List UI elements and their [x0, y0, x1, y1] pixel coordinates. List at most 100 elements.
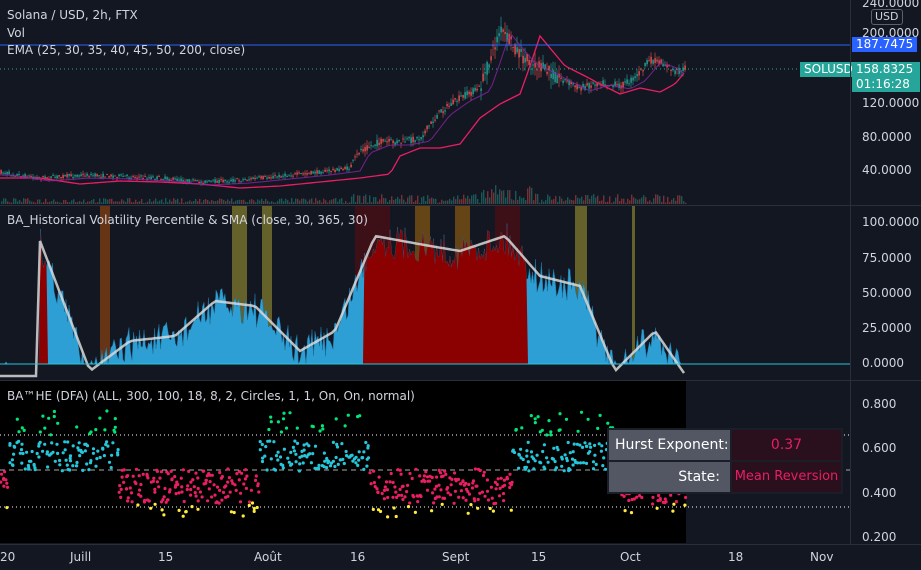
- hurst-dot: [22, 428, 26, 432]
- hvp-axis-label: 100.0000: [862, 215, 920, 229]
- hurst-dot: [334, 417, 338, 421]
- hurst-dot: [491, 509, 495, 513]
- hurst-dot: [533, 417, 537, 421]
- hurst-dot: [281, 463, 285, 467]
- hurst-dot: [442, 496, 447, 500]
- hurst-dot: [264, 445, 268, 449]
- hurst-dot: [497, 494, 502, 498]
- volume-bar: [43, 202, 45, 204]
- hurst-dot: [126, 474, 130, 478]
- hurst-dot: [651, 502, 655, 506]
- volume-bar: [17, 201, 19, 204]
- price-candle: [74, 175, 76, 177]
- volume-bar: [211, 200, 213, 204]
- hurst-dot: [368, 471, 372, 475]
- hurst-dot: [657, 493, 661, 498]
- volume-bar: [377, 201, 379, 204]
- volume-bar: [647, 201, 649, 204]
- volume-bar: [291, 198, 293, 204]
- volume-bar: [553, 199, 555, 204]
- volume-bar: [491, 189, 493, 204]
- volume-bar: [475, 194, 477, 204]
- volume-bar: [155, 198, 157, 204]
- hurst-dot: [21, 451, 25, 456]
- hurst-dot: [152, 476, 156, 480]
- hurst-dot: [467, 492, 472, 496]
- hurst-dot: [450, 477, 454, 481]
- price-pane[interactable]: [0, 0, 921, 205]
- hurst-dot: [258, 448, 262, 452]
- hurst-dot: [282, 411, 286, 415]
- hurst-dot: [508, 485, 512, 490]
- hurst-state-label: State:: [609, 462, 730, 492]
- pane-separator[interactable]: [0, 205, 921, 206]
- price-candle: [212, 179, 214, 181]
- hurst-dot: [596, 426, 600, 430]
- hurst-dot: [362, 450, 366, 454]
- hurst-dot: [556, 448, 560, 452]
- hurst-dot: [169, 469, 173, 473]
- price-candle: [584, 86, 586, 90]
- hurst-dot: [490, 496, 494, 500]
- price-candle: [220, 179, 222, 181]
- hurst-dot: [151, 479, 155, 483]
- hurst-dot: [511, 449, 515, 453]
- volume-bar: [143, 202, 145, 204]
- hurst-dot: [449, 483, 453, 487]
- volume-bar: [681, 196, 683, 204]
- volume-bar: [479, 202, 481, 204]
- price-candle: [294, 173, 296, 175]
- price-candle: [88, 176, 90, 178]
- hurst-dot: [320, 424, 324, 428]
- price-candle: [104, 176, 106, 178]
- hurst-dot: [255, 505, 259, 510]
- price-candle: [408, 136, 410, 139]
- price-candle: [456, 100, 458, 102]
- hurst-dot: [68, 454, 73, 458]
- hurst-dot: [282, 447, 286, 451]
- hurst-dot: [433, 487, 437, 491]
- hurst-dot: [254, 474, 258, 478]
- hurst-dot: [598, 413, 602, 417]
- hurst-pane[interactable]: [0, 381, 850, 543]
- hurst-dot: [632, 497, 636, 501]
- hurst-dot: [175, 480, 179, 484]
- hurst-dot: [344, 449, 348, 454]
- hurst-dot: [49, 433, 53, 437]
- price-candle: [672, 69, 674, 71]
- volume-bar: [349, 202, 351, 204]
- price-candle: [518, 49, 520, 58]
- volume-bar: [577, 197, 579, 204]
- volume-bar: [417, 195, 419, 204]
- price-candle: [512, 46, 514, 48]
- pane-separator[interactable]: [0, 380, 921, 381]
- volume-bar: [159, 200, 161, 204]
- price-candle: [184, 181, 186, 183]
- time-axis-label: 18: [728, 550, 744, 564]
- price-candle: [460, 95, 462, 97]
- hurst-dot: [269, 415, 273, 419]
- price-candle: [42, 176, 44, 178]
- volume-bar: [269, 202, 271, 204]
- volume-bar: [39, 199, 41, 204]
- hurst-dot: [663, 501, 667, 505]
- volume-bar: [171, 201, 173, 204]
- currency-button[interactable]: USD: [871, 9, 903, 25]
- hurst-dot: [294, 460, 298, 464]
- hurst-dot: [177, 508, 181, 512]
- hurst-dot: [419, 494, 423, 499]
- hurst-dot: [20, 442, 24, 446]
- hurst-dot: [105, 440, 109, 444]
- hurst-dot: [190, 505, 194, 509]
- hurst-dot: [159, 500, 164, 504]
- volume-bar: [517, 199, 519, 204]
- hurst-dot: [466, 511, 470, 515]
- price-candle: [44, 176, 46, 180]
- hurst-dot: [298, 462, 302, 466]
- hurst-dot: [218, 470, 222, 475]
- volume-bar: [177, 198, 179, 204]
- price-candle: [18, 174, 20, 176]
- price-candle: [50, 176, 52, 179]
- hvp-pane[interactable]: [0, 206, 850, 379]
- hurst-dot: [248, 500, 252, 504]
